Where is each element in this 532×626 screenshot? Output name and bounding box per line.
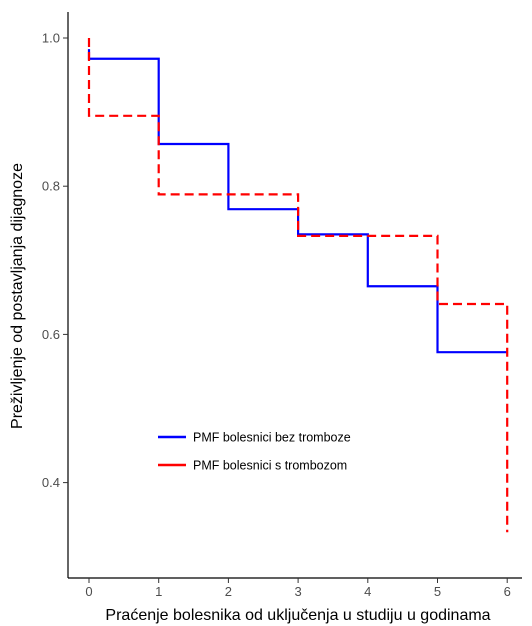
- x-axis-title: Praćenje bolesnika od uključenja u studi…: [105, 607, 490, 624]
- legend: PMF bolesnici bez tromboze PMF bolesnici …: [158, 431, 351, 473]
- y-tick-label: 0.8: [42, 179, 60, 194]
- legend-label-2: PMF bolesnici s trombozom: [193, 459, 347, 473]
- x-tick-label: 5: [434, 584, 441, 599]
- series-group: [87, 38, 509, 533]
- x-tick-label: 0: [85, 584, 92, 599]
- series-line-2: [87, 38, 509, 533]
- axes: 0 1 2 3 4 5 6 0.4 0.6 0.8 1.0: [42, 12, 522, 599]
- y-tick-label: 1.0: [42, 31, 60, 46]
- legend-label-1: PMF bolesnici bez tromboze: [193, 431, 351, 445]
- x-tick-label: 1: [155, 584, 162, 599]
- x-tick-label: 4: [364, 584, 371, 599]
- x-tick-label: 6: [504, 584, 511, 599]
- y-axis-title: Preživljenje od postavljanja dijagnoze: [9, 163, 26, 429]
- x-tick-label: 3: [294, 584, 301, 599]
- x-tick-label: 2: [225, 584, 232, 599]
- y-tick-label: 0.6: [42, 327, 60, 342]
- y-tick-label: 0.4: [42, 475, 60, 490]
